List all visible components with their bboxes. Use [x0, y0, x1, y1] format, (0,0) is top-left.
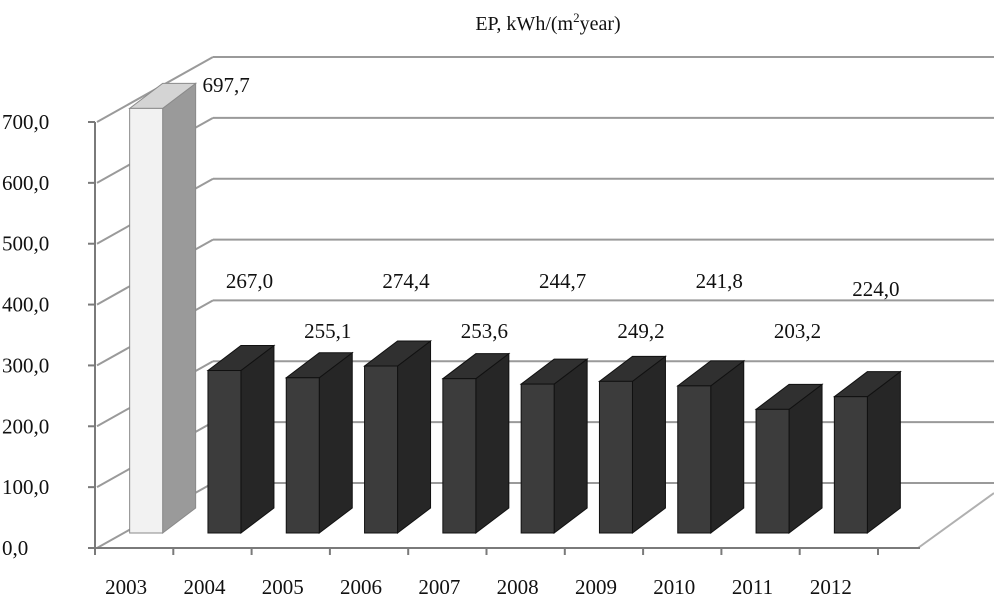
bar-side [788, 383, 823, 535]
y-tick-label: 0,0 [2, 536, 28, 560]
x-tick-label: 2003 [105, 575, 147, 599]
chart-title-tail: year) [580, 13, 621, 35]
data-label: 244,7 [539, 269, 586, 293]
y-tick-label: 500,0 [2, 232, 49, 256]
data-label: 697,7 [203, 73, 250, 97]
floor-edge [917, 492, 994, 549]
bars [128, 82, 902, 535]
bar-side [162, 82, 197, 535]
chart-title-main: EP, kWh/(m [475, 13, 573, 35]
x-tick-label: 2009 [575, 575, 617, 599]
y-tick-label: 600,0 [2, 171, 49, 195]
bar [207, 370, 242, 534]
bar-side [240, 344, 275, 535]
y-tick-label: 200,0 [2, 414, 49, 438]
bar-side [318, 351, 353, 535]
data-label: 249,2 [617, 319, 664, 343]
bar [833, 396, 868, 534]
bar [129, 107, 164, 534]
x-tick-label: 2005 [262, 575, 304, 599]
data-label: 241,8 [696, 269, 743, 293]
bar-side [866, 370, 901, 535]
data-label: 253,6 [461, 319, 508, 343]
axes [88, 121, 920, 555]
bar [364, 365, 399, 534]
y-tick-label: 700,0 [2, 110, 49, 134]
x-tick-label: 2004 [183, 575, 226, 599]
bar [442, 378, 477, 534]
data-label: 224,0 [852, 277, 899, 301]
x-tick-label: 2012 [810, 575, 852, 599]
x-tick-label: 2006 [340, 575, 382, 599]
bar [285, 377, 320, 534]
data-label: 267,0 [226, 269, 273, 293]
y-tick-label: 400,0 [2, 293, 49, 317]
x-tick-label: 2010 [653, 575, 695, 599]
bar-side [553, 358, 588, 535]
bar [755, 408, 790, 534]
bar-side [397, 340, 432, 535]
data-label: 274,4 [382, 269, 430, 293]
bar-side [475, 352, 510, 535]
chart-title-superscript: 2 [573, 10, 580, 25]
bar [520, 383, 555, 534]
chart-title: EP, kWh/(m2year) [475, 10, 620, 35]
data-label: 203,2 [774, 319, 821, 343]
x-tick-label: 2007 [418, 575, 460, 599]
bar-side [710, 359, 745, 535]
labels: 697,7 2003 267,0 2004 255,1 2005 274,4 2006 253,… [2, 73, 899, 599]
x-tick-label: 2011 [732, 575, 773, 599]
data-label: 255,1 [304, 319, 351, 343]
y-tick-label: 300,0 [2, 353, 49, 377]
bar [677, 385, 712, 534]
bar [598, 380, 633, 534]
x-tick-label: 2008 [497, 575, 539, 599]
bar-side [631, 355, 666, 535]
y-tick-label: 100,0 [2, 475, 49, 499]
